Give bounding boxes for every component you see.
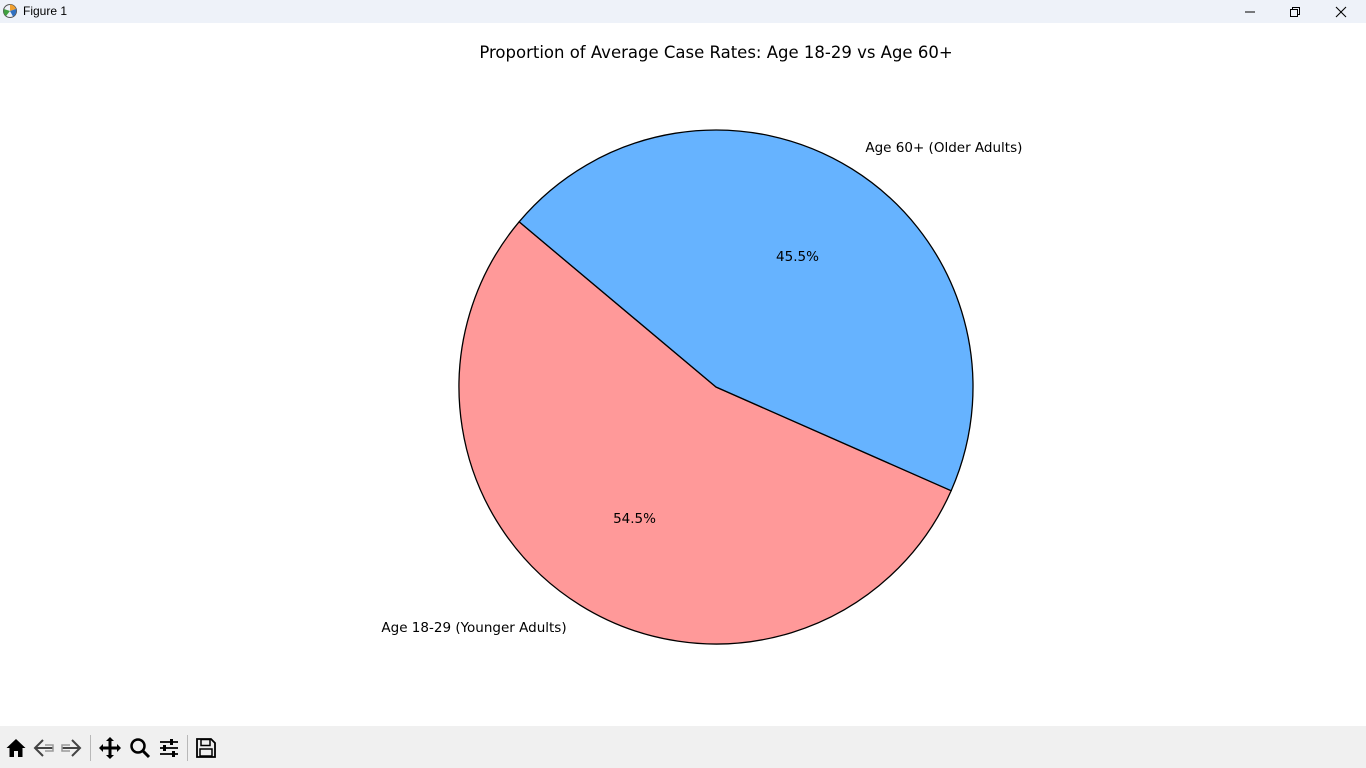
zoom-button[interactable]: [127, 735, 153, 761]
close-button[interactable]: [1318, 0, 1364, 23]
configure-subplots-icon: [160, 739, 178, 757]
pie-category-label-1: Age 60+ (Older Adults): [865, 140, 1022, 156]
matplotlib-icon: [3, 4, 17, 18]
toolbar-separator: [90, 735, 91, 761]
pie-chart: Proportion of Average Case Rates: Age 18…: [381, 43, 1022, 645]
pie-slices: [458, 129, 974, 645]
pie-slice-1: [518, 129, 974, 492]
pan-button[interactable]: [97, 735, 123, 761]
back-icon: [33, 739, 54, 757]
window-titlebar: Figure 1: [0, 0, 1366, 23]
toolbar-separator: [187, 735, 188, 761]
pie-labels: 54.5% Age 18-29 (Younger Adults) 45.5% Age …: [381, 140, 1022, 636]
save-icon: [196, 738, 216, 758]
figure-canvas[interactable]: Proportion of Average Case Rates: Age 18…: [0, 23, 1366, 726]
pie-pct-label-0: 54.5%: [613, 511, 656, 527]
pie-pct-label-1: 45.5%: [776, 249, 819, 265]
pan-icon: [99, 737, 121, 759]
home-button[interactable]: [3, 735, 29, 761]
navigation-toolbar: [0, 726, 1366, 768]
maximize-button[interactable]: [1272, 0, 1318, 23]
maximize-icon: [1290, 6, 1300, 17]
pie-slice-0: [458, 221, 952, 645]
forward-icon: [61, 739, 82, 757]
minimize-button[interactable]: [1227, 0, 1273, 23]
back-button[interactable]: [31, 735, 57, 761]
save-button[interactable]: [193, 735, 219, 761]
chart-title: Proportion of Average Case Rates: Age 18…: [479, 43, 952, 62]
zoom-icon: [130, 738, 151, 759]
close-icon: [1335, 6, 1347, 17]
forward-button[interactable]: [58, 735, 84, 761]
configure-subplots-button[interactable]: [156, 735, 182, 761]
pie-category-label-0: Age 18-29 (Younger Adults): [381, 620, 566, 636]
window-title: Figure 1: [23, 4, 68, 18]
home-icon: [6, 739, 26, 757]
minimize-icon: [1245, 11, 1255, 12]
